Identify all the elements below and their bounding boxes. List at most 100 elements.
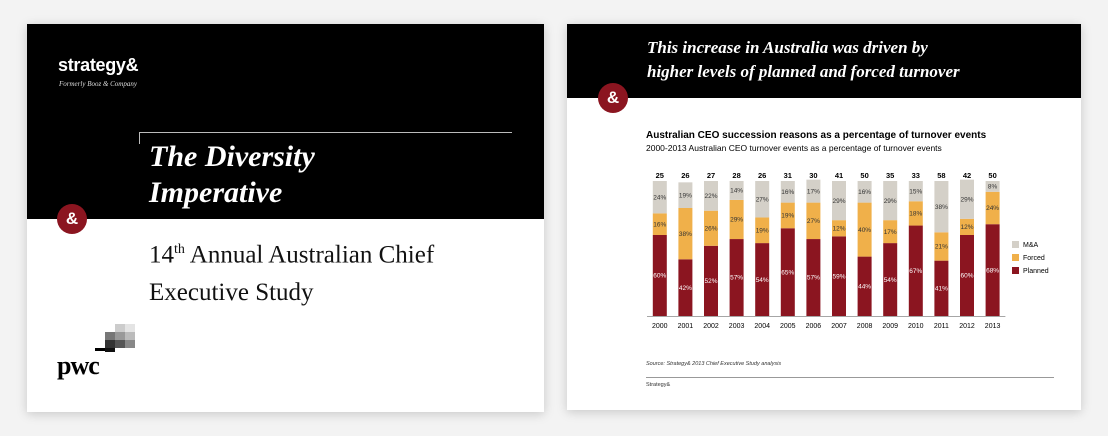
- bar-segment-maa-2007: [832, 181, 846, 221]
- data-label-maa-2013: 8%: [988, 184, 998, 191]
- footer-rule: [646, 377, 1054, 378]
- total-label-2007: 41: [835, 171, 843, 180]
- bar-segment-maa-2004: [755, 181, 770, 218]
- data-label-forced-2010: 18%: [909, 211, 922, 218]
- subtitle-line2: Executive Study: [149, 279, 314, 307]
- bar-segment-planned-2006: [806, 239, 821, 316]
- title-slide-header-band: [27, 24, 544, 219]
- data-label-planned-2006: 57%: [807, 275, 820, 282]
- bar-segment-planned-2009: [883, 243, 898, 316]
- total-label-2000: 25: [656, 171, 664, 180]
- data-label-maa-2010: 15%: [909, 188, 922, 195]
- data-label-forced-2004: 19%: [756, 227, 769, 234]
- x-tick-label-2002: 2002: [703, 323, 719, 330]
- ampersand-icon: &: [57, 204, 87, 234]
- bar-segment-planned-2011: [934, 260, 949, 316]
- data-label-forced-2002: 26%: [704, 225, 717, 232]
- total-label-2008: 50: [860, 171, 868, 180]
- legend-label-maa: M&A: [1023, 242, 1039, 249]
- data-label-maa-2008: 16%: [858, 189, 871, 196]
- data-label-forced-2003: 29%: [730, 217, 743, 224]
- data-label-forced-2012: 12%: [960, 224, 973, 231]
- data-label-planned-2011: 41%: [935, 286, 948, 293]
- x-tick-label-2005: 2005: [780, 323, 796, 330]
- bar-segment-maa-2008: [857, 181, 872, 203]
- x-tick-label-2011: 2011: [934, 323, 949, 330]
- bar-segment-forced-2004: [755, 217, 770, 244]
- data-label-planned-2000: 60%: [653, 273, 666, 280]
- bar-segment-maa-2009: [883, 181, 898, 221]
- data-label-forced-2001: 38%: [679, 231, 692, 238]
- legend-swatch-forced: [1012, 254, 1019, 261]
- x-tick-label-2007: 2007: [831, 323, 847, 330]
- bar-segment-maa-2001: [678, 182, 693, 208]
- bar-segment-forced-2002: [704, 210, 718, 246]
- x-tick-label-2010: 2010: [908, 323, 924, 330]
- pwc-logo-mark-icon: [95, 324, 135, 352]
- x-tick-label-2003: 2003: [729, 323, 745, 330]
- bar-segment-maa-2003: [729, 181, 744, 200]
- x-tick-label-2008: 2008: [857, 323, 873, 330]
- bar-segment-forced-2013: [985, 191, 1000, 225]
- data-label-forced-2000: 16%: [653, 221, 666, 228]
- bar-segment-planned-2001: [678, 259, 693, 316]
- data-label-planned-2001: 42%: [679, 285, 692, 292]
- total-label-2004: 26: [758, 171, 766, 180]
- bar-segment-forced-2006: [806, 202, 821, 240]
- bar-segment-forced-2001: [678, 208, 693, 260]
- total-label-2001: 26: [681, 171, 689, 180]
- subtitle-text: Annual Australian Chief: [184, 241, 435, 269]
- data-label-forced-2011: 21%: [935, 244, 948, 251]
- total-label-2002: 27: [707, 171, 715, 180]
- legend-swatch-planned: [1012, 267, 1019, 274]
- data-label-planned-2008: 44%: [858, 284, 871, 291]
- data-label-maa-2004: 27%: [756, 196, 769, 203]
- bar-segment-forced-2011: [934, 232, 949, 261]
- bar-segment-maa-2005: [780, 181, 795, 203]
- total-label-2005: 31: [784, 171, 792, 180]
- data-label-maa-2001: 19%: [679, 192, 692, 199]
- bar-segment-planned-2008: [857, 256, 872, 316]
- data-label-forced-2013: 24%: [986, 205, 999, 212]
- bar-segment-planned-2007: [832, 236, 846, 316]
- bar-segment-forced-2007: [832, 220, 846, 237]
- bar-segment-forced-2009: [883, 220, 898, 244]
- headline-line2: higher levels of planned and forced turn…: [647, 62, 960, 81]
- bar-segment-maa-2000: [652, 181, 667, 214]
- x-tick-label-2013: 2013: [985, 323, 1001, 330]
- legend-label-forced: Forced: [1023, 255, 1045, 262]
- bar-segment-forced-2012: [960, 218, 974, 235]
- x-tick-label-2000: 2000: [652, 323, 668, 330]
- subtitle-ordinal: th: [174, 242, 185, 257]
- data-label-planned-2005: 65%: [781, 269, 794, 276]
- headline-line1: This increase in Australia was driven by: [647, 38, 928, 57]
- data-label-planned-2007: 59%: [832, 273, 845, 280]
- bar-segment-maa-2011: [934, 181, 949, 233]
- bar-segment-planned-2012: [960, 235, 974, 316]
- total-label-2010: 33: [912, 171, 920, 180]
- subtitle-number: 14: [149, 241, 174, 269]
- chart-slide-header-band: [567, 24, 1081, 98]
- slide-subtitle: 14th Annual Australian Chief Executive S…: [149, 231, 529, 312]
- title-slide: strategy& Formerly Booz & Company The Di…: [27, 24, 544, 412]
- bar-segment-planned-2010: [908, 225, 923, 316]
- data-label-planned-2002: 52%: [704, 278, 717, 285]
- data-label-planned-2003: 57%: [730, 275, 743, 282]
- title-rule: [139, 132, 512, 133]
- x-tick-label-2006: 2006: [806, 323, 822, 330]
- x-tick-label-2009: 2009: [882, 323, 898, 330]
- bar-segment-forced-2005: [780, 202, 795, 229]
- bar-segment-maa-2006: [806, 179, 821, 203]
- strategy-logo: strategy&: [58, 55, 139, 75]
- bar-segment-maa-2010: [908, 181, 923, 202]
- data-label-planned-2012: 60%: [960, 273, 973, 280]
- strategy-logo-subtitle: Formerly Booz & Company: [59, 80, 137, 88]
- total-label-2006: 30: [809, 171, 817, 180]
- bar-segment-planned-2000: [652, 235, 667, 316]
- total-label-2013: 50: [988, 171, 996, 180]
- data-label-maa-2000: 24%: [653, 194, 666, 201]
- data-label-maa-2009: 29%: [884, 198, 897, 205]
- data-label-forced-2008: 40%: [858, 227, 871, 234]
- slide-title-line1: The Diversity: [149, 140, 315, 173]
- bar-segment-forced-2000: [652, 213, 667, 235]
